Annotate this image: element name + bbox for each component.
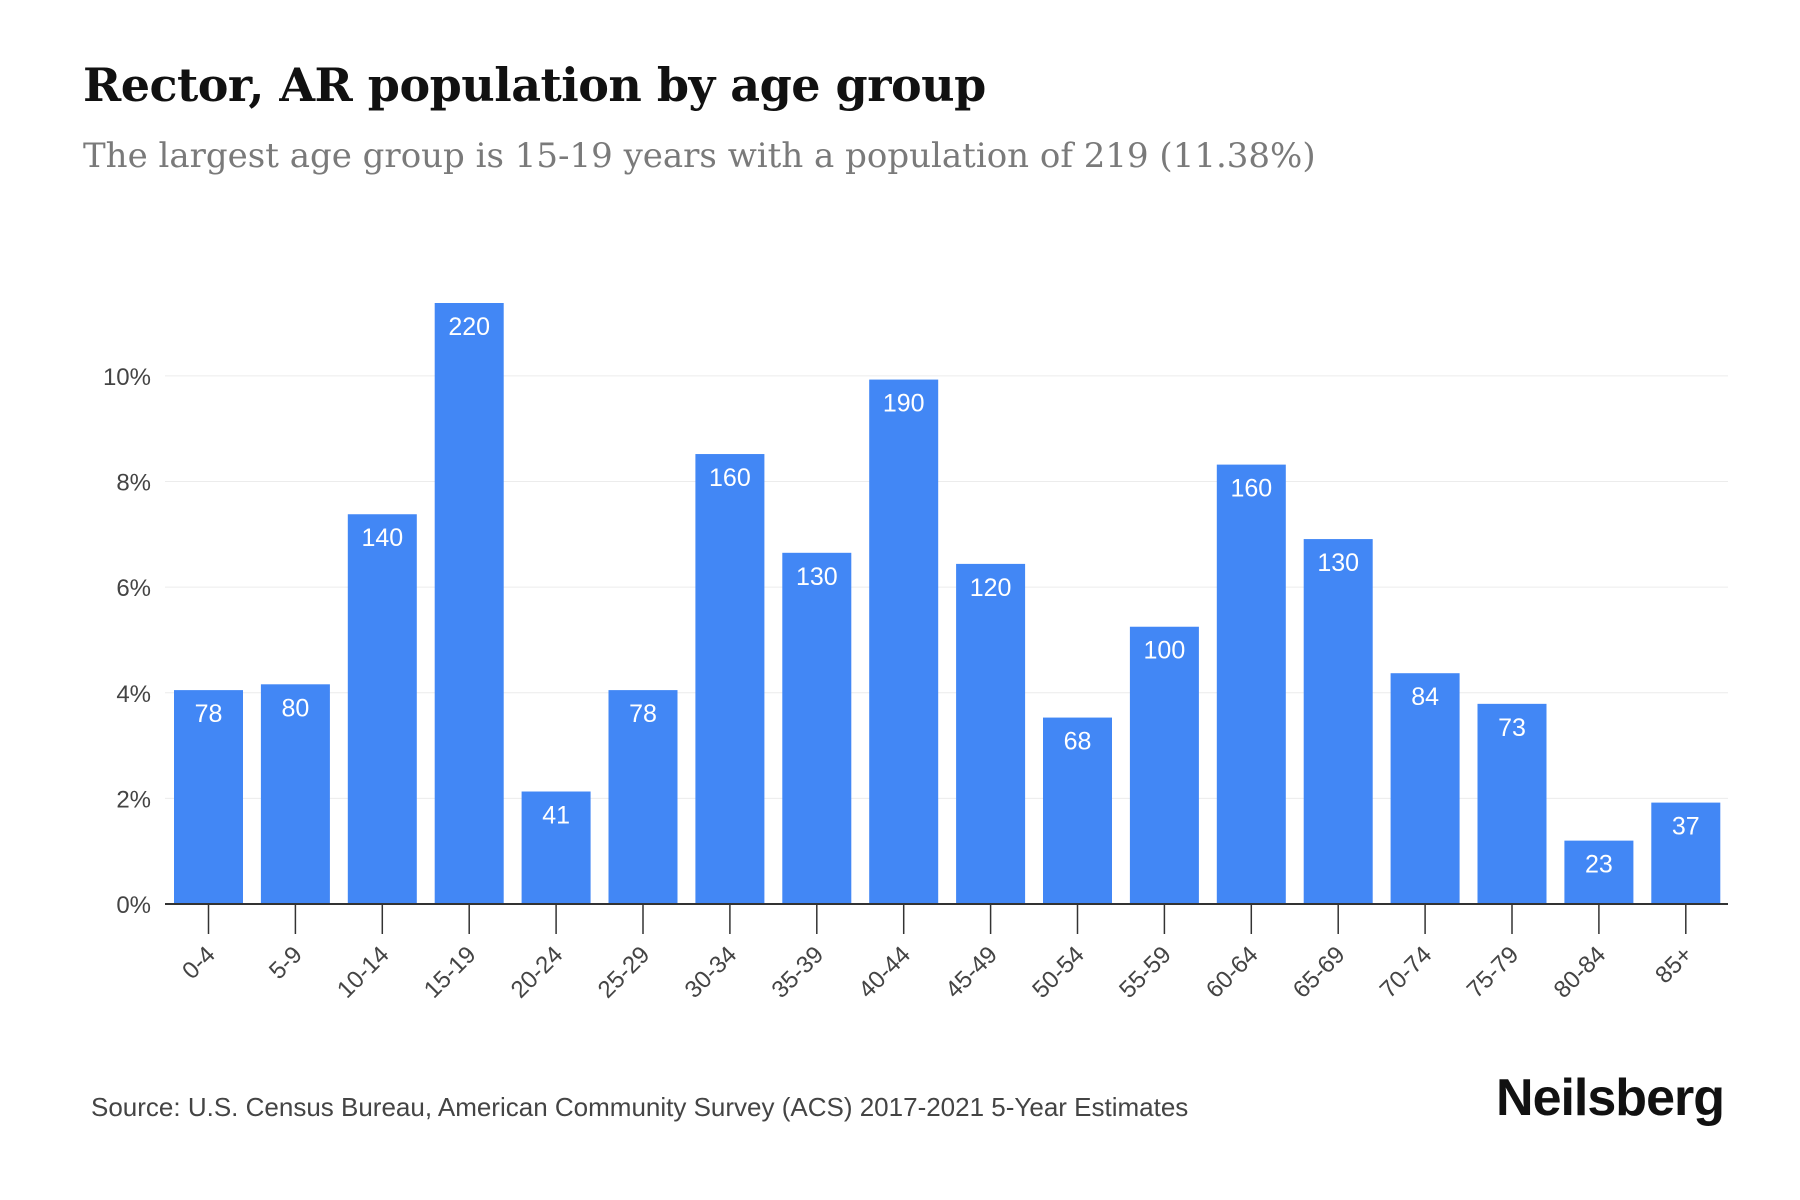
bar-value-label: 190 [883, 390, 925, 418]
bar-value-label: 130 [1317, 549, 1359, 577]
bar [347, 514, 417, 904]
bar-value-label: 73 [1498, 714, 1526, 742]
bar [1303, 539, 1373, 904]
bar-value-label: 23 [1585, 851, 1613, 879]
bar-value-label: 41 [542, 802, 570, 830]
x-tick-label: 35-39 [767, 941, 830, 1004]
bar [521, 791, 591, 904]
x-tick-label: 25-29 [593, 941, 656, 1004]
bar [869, 379, 939, 904]
x-tick-label: 60-64 [1201, 941, 1264, 1004]
bar [608, 690, 678, 904]
x-tick-label: 55-59 [1114, 941, 1177, 1004]
bar [260, 684, 330, 904]
x-tick-label: 80-84 [1549, 941, 1612, 1004]
bar-value-label: 130 [796, 563, 838, 591]
bar [1043, 717, 1112, 904]
x-tick-label: 20-24 [506, 941, 569, 1004]
x-tick-label: 10-14 [332, 941, 395, 1004]
x-tick-label: 45-49 [940, 941, 1003, 1004]
bar-value-label: 78 [629, 700, 657, 728]
x-tick-label: 50-54 [1027, 941, 1090, 1004]
y-tick-label: 4% [116, 681, 151, 708]
x-axis [165, 903, 1728, 934]
bars [174, 303, 1721, 904]
x-tick-label: 5-9 [264, 941, 308, 985]
bar [956, 563, 1026, 904]
x-tick-label: 65-69 [1288, 941, 1351, 1004]
x-tick-label: 70-74 [1375, 941, 1438, 1004]
x-tick-label: 30-34 [680, 941, 743, 1004]
bar [1390, 673, 1460, 904]
chart-title: Rector, AR population by age group [83, 58, 986, 112]
bar-value-label: 160 [709, 464, 751, 492]
bar [1477, 703, 1547, 904]
bar-value-label: 80 [281, 694, 309, 722]
bar [174, 690, 243, 904]
bar-value-label: 120 [970, 574, 1012, 602]
bar [434, 303, 504, 904]
bar [782, 552, 852, 904]
bar [695, 454, 765, 904]
bar-value-label: 68 [1064, 728, 1092, 756]
y-tick-label: 6% [116, 575, 151, 602]
x-tick-label: 75-79 [1462, 941, 1525, 1004]
bar-value-label: 78 [195, 700, 223, 728]
gridlines [165, 375, 1728, 799]
bar-value-label: 160 [1230, 475, 1272, 503]
y-tick-label: 0% [116, 892, 151, 919]
x-tick-label: 40-44 [853, 941, 916, 1004]
chart-subtitle: The largest age group is 15-19 years wit… [83, 136, 1316, 176]
y-tick-label: 2% [116, 786, 151, 813]
y-tick-label: 8% [116, 470, 151, 497]
bar-value-label: 100 [1144, 637, 1186, 665]
bar-value-label: 220 [448, 313, 490, 341]
bar [1651, 802, 1721, 904]
bar [1216, 464, 1286, 904]
x-tick-label: 85+ [1650, 941, 1698, 989]
x-tick-label: 15-19 [419, 941, 482, 1004]
bar [1564, 840, 1634, 904]
y-tick-label: 10% [103, 364, 151, 391]
bar-value-label: 140 [361, 524, 403, 552]
bar [1129, 626, 1199, 904]
source-note: Source: U.S. Census Bureau, American Com… [91, 1092, 1189, 1122]
brand-logo: Neilsberg [1496, 1069, 1725, 1127]
bar-chart: 0% 2% 4% 6% 8% 10% 78 0-4 80 5-9 140 10-14 220 15-19 4… [103, 303, 1728, 1004]
x-tick-label: 0-4 [177, 941, 221, 985]
bar-value-label: 84 [1411, 683, 1439, 711]
bar-value-label: 37 [1672, 813, 1700, 841]
